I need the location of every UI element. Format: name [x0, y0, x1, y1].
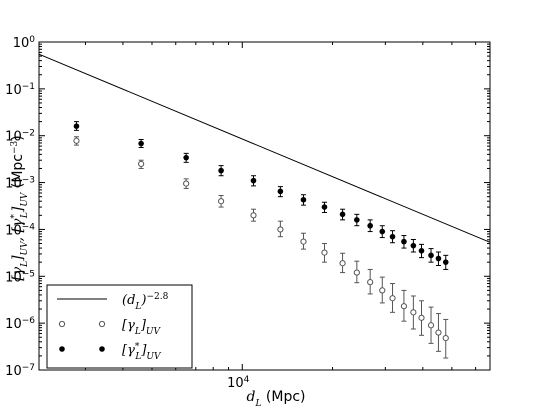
legend-filled-marker-1	[59, 346, 65, 352]
open-point	[183, 180, 190, 187]
y-tick-label: 10−5	[5, 269, 35, 285]
filled-point	[339, 211, 346, 218]
ticks: 100 10−1 10−2 10−3 10−4 10−5 10−6 10−7 104	[5, 35, 490, 391]
open-point	[217, 198, 225, 205]
open-point	[277, 226, 284, 233]
filled-point	[379, 228, 386, 235]
open-point	[435, 329, 442, 336]
y-tick-label: 10−2	[5, 129, 35, 145]
filled-point	[401, 238, 407, 245]
y-tick-label: 100	[13, 35, 36, 51]
open-point	[442, 334, 449, 342]
plot-content	[38, 53, 491, 359]
legend-box	[46, 284, 193, 369]
open-point	[353, 269, 360, 276]
open-point	[321, 249, 328, 256]
open-point	[410, 309, 417, 316]
y-tick-label: 10−4	[5, 222, 35, 238]
open-point	[250, 212, 257, 219]
filled-point	[354, 217, 360, 223]
filled-point	[428, 252, 434, 259]
open-point	[400, 303, 408, 310]
filled-point	[300, 196, 307, 203]
plot-frame	[38, 41, 491, 371]
filled-point	[410, 242, 417, 249]
filled-point	[418, 247, 425, 254]
open-point	[73, 137, 80, 144]
open-point	[427, 322, 435, 329]
open-point	[379, 287, 386, 294]
power-law-line	[38, 53, 491, 243]
x-tick-label: 104	[227, 375, 250, 391]
legend: (dL)−2.8 [γL]UV [γ* L]UV	[46, 284, 193, 369]
y-tick-label: 10−6	[5, 316, 35, 332]
filled-point	[435, 255, 442, 262]
filled-point	[138, 140, 144, 147]
open-point	[300, 238, 307, 245]
open-point	[367, 279, 374, 286]
filled-point	[389, 233, 396, 240]
y-tick-label: 10−7	[5, 363, 35, 379]
y-tick-label: 10−1	[5, 82, 35, 98]
open-point	[389, 295, 396, 302]
filled-point	[442, 259, 449, 265]
open-point	[339, 260, 346, 267]
filled-point	[218, 167, 224, 174]
x-axis-label: dL (Mpc)	[247, 389, 306, 409]
y-tick-label: 10−3	[5, 176, 35, 192]
legend-open-marker-2	[98, 320, 106, 328]
filled-point	[250, 177, 257, 184]
legend-filled-marker-2	[99, 346, 105, 352]
y-axis-label: [γL]UV, [γ*L]UV (Mpc−3)	[10, 135, 30, 281]
filled-point	[277, 188, 284, 195]
filled-point	[367, 222, 373, 229]
filled-point	[321, 204, 328, 210]
legend-open-marker-1	[58, 320, 66, 328]
filled-point	[183, 154, 189, 161]
open-point	[418, 314, 425, 321]
open-point	[138, 160, 145, 168]
filled-point	[73, 123, 80, 129]
